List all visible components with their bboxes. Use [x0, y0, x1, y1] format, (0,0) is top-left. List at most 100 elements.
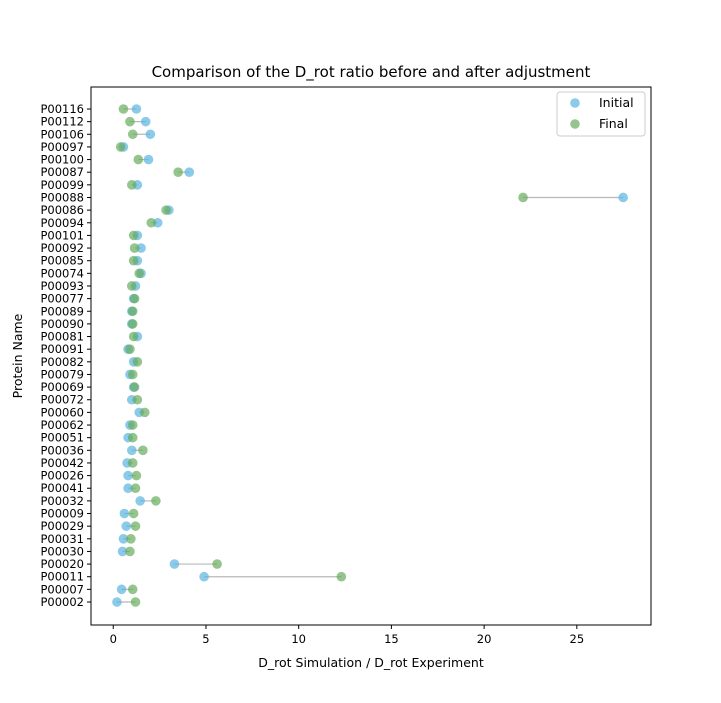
y-tick-label: P00090: [40, 317, 84, 331]
initial-point: [123, 470, 133, 481]
final-point: [129, 243, 140, 253]
chart-title: Comparison of the D_rot ratio before and…: [152, 63, 591, 82]
final-point: [125, 546, 135, 557]
final-point: [115, 142, 126, 152]
final-point: [127, 420, 138, 430]
legend: Initial Final: [556, 91, 646, 137]
final-point: [126, 180, 137, 190]
y-tick-label: P00041: [40, 481, 84, 495]
y-tick-label: P00112: [40, 115, 84, 129]
final-point: [128, 508, 139, 519]
y-tick-label: P00091: [40, 342, 84, 356]
final-point: [129, 382, 140, 392]
y-tick-label: P00020: [40, 557, 84, 571]
y-tick-label: P00099: [40, 178, 84, 192]
y-tick-label: P00094: [40, 216, 84, 230]
final-point: [131, 470, 142, 481]
initial-point: [121, 521, 132, 531]
y-tick-label: P00011: [40, 570, 84, 584]
final-point: [130, 483, 141, 494]
initial-point: [119, 508, 130, 519]
final-point: [118, 104, 129, 114]
final-point: [127, 129, 138, 140]
y-tick-label: P00101: [40, 228, 84, 242]
y-tick-label: P00089: [40, 304, 84, 318]
final-point: [132, 394, 143, 405]
y-tick-label: P00093: [40, 279, 84, 293]
initial-point: [135, 496, 145, 506]
y-tick-label: P00072: [40, 393, 84, 407]
y-tick-label: P00051: [40, 431, 84, 445]
y-axis-ticks: P00002P00007P00011P00020P00030P00031P000…: [40, 102, 91, 609]
initial-point: [118, 533, 129, 544]
x-tick-label: 25: [570, 632, 585, 646]
initial-point: [145, 129, 156, 140]
final-point: [161, 205, 171, 215]
legend-marker-final: [570, 119, 580, 129]
final-point: [212, 559, 222, 569]
y-tick-label: P00088: [40, 190, 84, 204]
y-tick-label: P00029: [40, 519, 84, 533]
final-point: [127, 432, 138, 443]
y-tick-label: P00026: [40, 469, 84, 483]
final-point: [151, 496, 161, 506]
x-tick-label: 0: [110, 632, 117, 646]
initial-point: [131, 104, 142, 114]
final-point: [128, 230, 139, 241]
final-point: [127, 458, 138, 468]
final-point: [518, 192, 528, 203]
final-point: [127, 306, 138, 317]
final-point: [173, 167, 183, 178]
final-point: [336, 571, 347, 582]
data-points: [112, 104, 628, 607]
x-axis-ticks: 0 5 10 15 20 25: [110, 625, 585, 646]
final-point: [130, 597, 141, 607]
final-point: [132, 357, 143, 367]
initial-point: [169, 559, 180, 569]
initial-point: [199, 571, 209, 582]
final-point: [125, 344, 135, 354]
initial-point: [618, 192, 628, 203]
final-point: [146, 217, 157, 228]
final-point: [128, 255, 139, 266]
y-tick-label: P00031: [40, 532, 84, 546]
final-point: [126, 533, 136, 544]
initial-point: [112, 597, 122, 607]
initial-point: [184, 167, 195, 178]
y-tick-label: P00036: [40, 443, 84, 457]
legend-marker-initial: [570, 98, 580, 108]
y-tick-label: P00097: [40, 140, 84, 154]
initial-point: [140, 116, 151, 127]
initial-point: [126, 445, 137, 456]
y-tick-label: P00081: [40, 330, 84, 344]
y-tick-label: P00082: [40, 355, 84, 369]
y-tick-label: P00042: [40, 456, 84, 470]
x-tick-label: 20: [477, 632, 492, 646]
y-tick-label: P00085: [40, 254, 84, 268]
y-tick-label: P00062: [40, 418, 84, 432]
y-tick-label: P00002: [40, 595, 84, 609]
y-tick-label: P00060: [40, 405, 84, 419]
x-axis-label: D_rot Simulation / D_rot Experiment: [258, 655, 484, 670]
y-tick-label: P00009: [40, 507, 84, 521]
final-point: [133, 154, 144, 165]
final-point: [130, 521, 141, 531]
final-point: [127, 369, 138, 380]
final-point: [138, 445, 148, 456]
y-tick-label: P00087: [40, 165, 84, 179]
y-tick-label: P00007: [40, 582, 84, 596]
x-tick-label: 15: [384, 632, 399, 646]
x-tick-label: 5: [202, 632, 209, 646]
y-tick-label: P00086: [40, 203, 84, 217]
final-point: [139, 407, 150, 418]
x-tick-label: 10: [291, 632, 306, 646]
y-tick-label: P00106: [40, 127, 84, 141]
y-tick-label: P00074: [40, 266, 84, 280]
y-tick-label: P00092: [40, 241, 84, 255]
initial-point: [117, 546, 128, 557]
final-point: [134, 268, 145, 279]
final-point: [125, 116, 135, 127]
y-tick-label: P00079: [40, 367, 84, 381]
connector-lines: [116, 108, 624, 603]
